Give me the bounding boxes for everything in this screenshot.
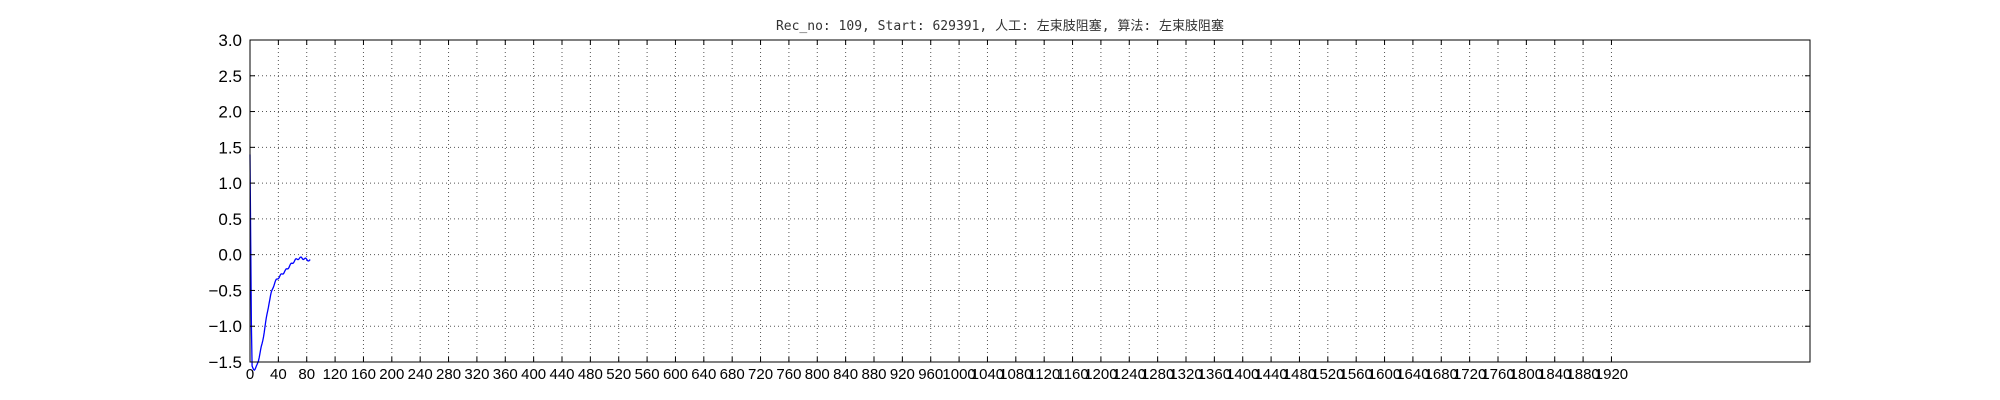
- x-tick-label: 0: [246, 366, 254, 383]
- x-tick-label: 1200: [1084, 366, 1117, 383]
- x-tick-label: 1440: [1254, 366, 1287, 383]
- x-tick-label: 880: [861, 366, 886, 383]
- x-tick-label: 1160: [1056, 366, 1088, 383]
- x-tick-label: 80: [298, 366, 315, 383]
- x-tick-label: 960: [918, 366, 943, 383]
- grid-lines: [250, 40, 1810, 362]
- y-tick-label: 1.5: [218, 138, 242, 157]
- x-tick-label: 1240: [1113, 366, 1146, 383]
- x-tick-label: 1280: [1141, 366, 1174, 383]
- x-tick-label: 40: [270, 366, 287, 383]
- x-tick-label: 680: [720, 366, 745, 383]
- x-tick-label: 1760: [1481, 366, 1514, 383]
- x-tick-label: 1600: [1368, 366, 1401, 383]
- x-tick-label: 600: [663, 366, 688, 383]
- x-tick-label: 840: [833, 366, 858, 383]
- x-tick-label: 1720: [1453, 366, 1486, 383]
- series-layer: [249, 154, 311, 371]
- x-tick-label: 1520: [1311, 366, 1344, 383]
- x-axis-ticks: 0 40 80 120 160 200 240 280 320 360 400 440 480 520 56…: [246, 40, 1628, 383]
- x-tick-label: 200: [379, 366, 404, 383]
- x-tick-label: 360: [493, 366, 518, 383]
- x-tick-label: 440: [549, 366, 574, 383]
- x-tick-label: 1400: [1226, 366, 1259, 383]
- y-tick-label: 2.5: [218, 67, 242, 86]
- x-tick-label: 720: [748, 366, 773, 383]
- x-tick-label: 1040: [971, 366, 1004, 383]
- plot-frame: [249, 39, 1811, 363]
- x-tick-label: 240: [408, 366, 433, 383]
- x-tick-label: 320: [464, 366, 489, 383]
- y-axis-ticks: −1.5 −1.0 −0.5 0.0 0.5 1.0 1.5 2.0 2.5 3.0: [208, 31, 1810, 372]
- x-tick-label: 1360: [1198, 366, 1231, 383]
- x-tick-label: 1000: [942, 366, 975, 383]
- x-tick-label: 1680: [1425, 366, 1458, 383]
- x-tick-label: 520: [606, 366, 631, 383]
- x-tick-label: 640: [691, 366, 716, 383]
- x-tick-label: 480: [578, 366, 603, 383]
- x-tick-label: 120: [323, 366, 348, 383]
- y-tick-label: 3.0: [218, 31, 242, 50]
- y-tick-label: 1.0: [218, 174, 242, 193]
- y-tick-label: −1.0: [208, 317, 242, 336]
- x-tick-label: 1920: [1595, 366, 1628, 383]
- x-tick-label: 760: [776, 366, 801, 383]
- x-tick-label: 920: [890, 366, 915, 383]
- x-tick-label: 560: [635, 366, 660, 383]
- x-tick-label: 160: [351, 366, 376, 383]
- x-tick-label: 1840: [1538, 366, 1571, 383]
- x-tick-label: 1120: [1028, 366, 1060, 383]
- x-tick-label: 1320: [1169, 366, 1202, 383]
- x-tick-label: 1800: [1510, 366, 1543, 383]
- x-tick-label: 1480: [1283, 366, 1316, 383]
- y-tick-label: 2.0: [218, 103, 242, 122]
- chart-title: Rec_no: 109, Start: 629391, 人工: 左束肢阻塞, 算…: [776, 18, 1224, 34]
- y-tick-label: 0.5: [218, 210, 242, 229]
- x-tick-label: 280: [436, 366, 461, 383]
- y-tick-label: −1.5: [208, 353, 242, 372]
- y-tick-label: −0.5: [208, 281, 242, 300]
- y-tick-label: 0.0: [218, 246, 242, 265]
- x-tick-label: 800: [805, 366, 830, 383]
- ecg-series-line: [249, 154, 311, 371]
- x-tick-label: 1640: [1396, 366, 1429, 383]
- x-tick-label: 1080: [999, 366, 1032, 383]
- x-tick-label: 1560: [1339, 366, 1372, 383]
- x-tick-label: 400: [521, 366, 546, 383]
- x-tick-label: 1880: [1566, 366, 1599, 383]
